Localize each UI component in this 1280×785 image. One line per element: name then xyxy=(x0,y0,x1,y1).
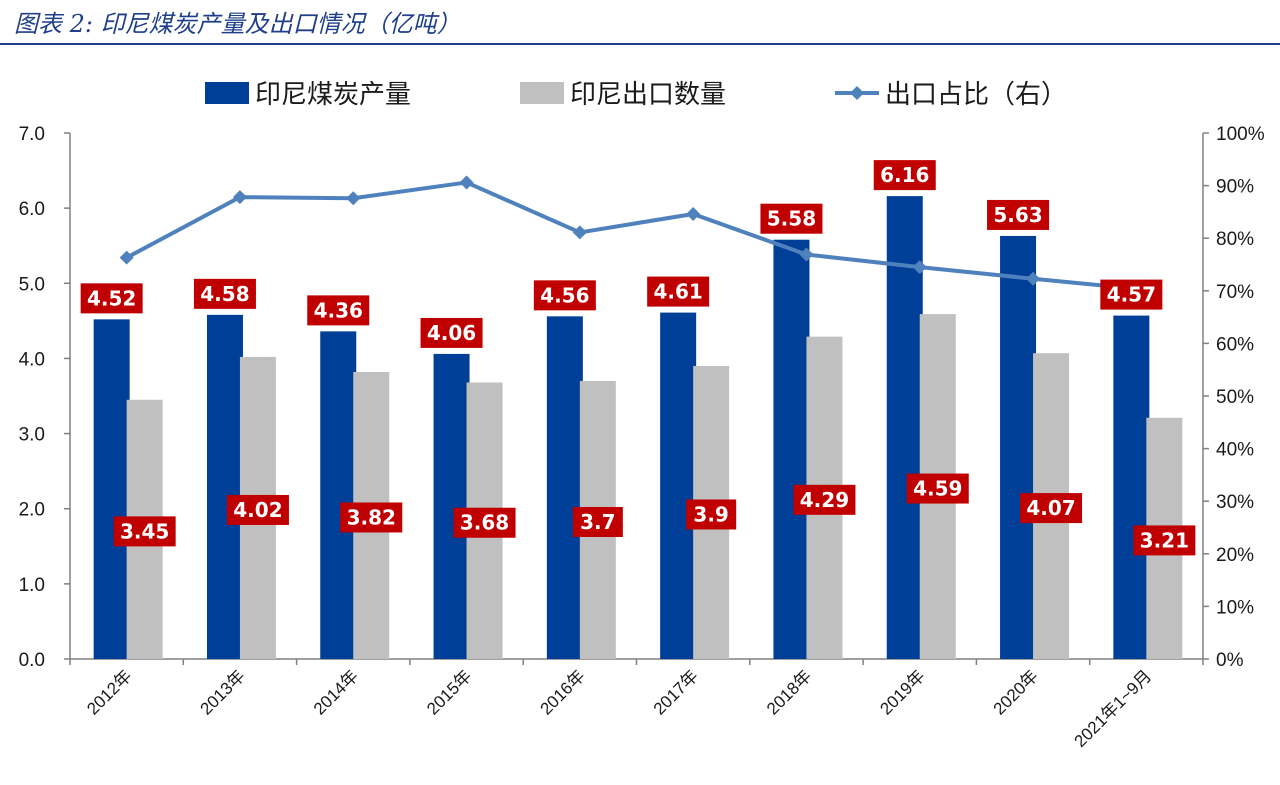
legend-label: 出口占比（右） xyxy=(885,80,1067,110)
figure-title-bar: 图表 2: 印尼煤炭产量及出口情况（亿吨） xyxy=(0,0,1280,46)
export-share-line xyxy=(125,180,1147,292)
x-tick-label: 2013年 xyxy=(197,666,249,718)
export-share-point xyxy=(686,207,701,222)
y-tick-label: 6.0 xyxy=(19,199,45,220)
export-data-label-box xyxy=(1020,493,1083,524)
production-data-label-box xyxy=(760,203,823,234)
y2-tick-label: 10% xyxy=(1216,597,1254,618)
x-tick-label: 2020年 xyxy=(990,666,1042,718)
production-data-label: 6.16 xyxy=(880,163,929,187)
legend-swatch xyxy=(205,82,249,104)
production-data-label: 5.58 xyxy=(767,207,816,231)
production-data-label-box xyxy=(307,295,370,326)
export-data-label-box xyxy=(113,516,176,547)
export-share-point xyxy=(799,247,814,262)
production-data-label-box xyxy=(80,283,143,314)
y-tick-label: 3.0 xyxy=(19,425,45,446)
y2-tick-label: 20% xyxy=(1216,545,1254,566)
production-data-label: 4.36 xyxy=(314,298,363,322)
production-bar xyxy=(93,319,130,659)
x-tick-label: 2015年 xyxy=(423,666,475,718)
y2-tick-label: 100% xyxy=(1216,124,1265,145)
title-underline xyxy=(0,43,1280,45)
y2-tick-label: 30% xyxy=(1216,492,1254,513)
x-tick-label: 2021年1~9月 xyxy=(1071,666,1156,751)
export-data-label-box xyxy=(340,502,403,533)
y2-tick-label: 0% xyxy=(1216,650,1244,671)
export-data-label: 4.07 xyxy=(1026,496,1075,520)
legend-label: 印尼出口数量 xyxy=(570,80,726,110)
export-data-label: 3.45 xyxy=(120,519,169,543)
y2-tick-label: 90% xyxy=(1216,177,1254,198)
x-tick-label: 2017年 xyxy=(650,666,702,718)
production-data-label-box xyxy=(987,199,1050,230)
production-data-label-box xyxy=(1100,279,1163,310)
production-bar xyxy=(546,316,583,659)
x-tick-label: 2012年 xyxy=(83,666,135,718)
x-tick-label: 2014年 xyxy=(310,666,362,718)
production-data-label-box xyxy=(193,278,256,309)
y-tick-label: 0.0 xyxy=(19,650,45,671)
y2-tick-label: 70% xyxy=(1216,282,1254,303)
legend-swatch xyxy=(520,82,564,104)
export-share-point xyxy=(572,225,587,240)
export-data-label-box xyxy=(906,473,969,504)
production-data-label: 5.63 xyxy=(993,203,1042,227)
y-tick-label: 1.0 xyxy=(19,575,45,596)
export-data-label: 4.59 xyxy=(913,477,962,501)
x-tick-label: 2018年 xyxy=(763,666,815,718)
y-tick-label: 5.0 xyxy=(19,274,45,295)
production-data-label-box xyxy=(647,276,710,307)
export-data-label: 3.9 xyxy=(693,502,728,526)
production-data-label: 4.61 xyxy=(653,280,702,304)
production-data-label-box xyxy=(873,160,936,191)
export-data-label-box xyxy=(453,507,516,538)
y2-tick-label: 50% xyxy=(1216,387,1254,408)
y2-tick-label: 60% xyxy=(1216,334,1254,355)
y-tick-label: 4.0 xyxy=(19,349,45,370)
production-bar xyxy=(206,314,243,659)
production-bar xyxy=(433,353,470,659)
production-data-label: 4.06 xyxy=(427,321,476,345)
y-tick-label: 7.0 xyxy=(19,124,45,145)
export-data-label: 3.21 xyxy=(1140,528,1189,552)
export-share-point xyxy=(1026,271,1041,286)
production-data-label: 4.58 xyxy=(200,282,249,306)
production-data-label-box xyxy=(420,317,483,348)
production-bar xyxy=(1000,235,1037,659)
production-data-label: 4.57 xyxy=(1107,283,1156,307)
production-bar xyxy=(773,239,810,659)
export-share-point xyxy=(459,175,474,190)
x-tick-label: 2016年 xyxy=(536,666,588,718)
production-data-label-box xyxy=(533,280,596,311)
export-share-point xyxy=(119,250,134,265)
production-bar xyxy=(320,331,357,659)
export-share-point xyxy=(346,191,361,206)
y-tick-label: 2.0 xyxy=(19,500,45,521)
production-bar xyxy=(1113,315,1150,659)
legend-label: 印尼煤炭产量 xyxy=(255,80,411,110)
export-data-label-box xyxy=(572,506,623,537)
export-data-label: 3.7 xyxy=(580,510,615,534)
production-bar xyxy=(886,196,923,659)
x-tick-label: 2019年 xyxy=(876,666,928,718)
export-data-label: 4.02 xyxy=(233,498,282,522)
export-data-label: 4.29 xyxy=(800,488,849,512)
export-data-label-box xyxy=(686,499,737,530)
production-data-label: 4.52 xyxy=(87,286,136,310)
export-data-label-box xyxy=(793,484,856,515)
export-share-point xyxy=(232,190,247,205)
production-data-label: 4.56 xyxy=(540,283,589,307)
export-data-label: 3.68 xyxy=(460,511,509,535)
figure-title: 图表 2: 印尼煤炭产量及出口情况（亿吨） xyxy=(14,10,461,38)
export-data-label-box xyxy=(226,494,289,525)
y2-tick-label: 80% xyxy=(1216,229,1254,250)
legend-marker xyxy=(850,86,864,100)
export-share-point xyxy=(912,260,927,275)
export-data-label-box xyxy=(1133,525,1196,556)
production-bar xyxy=(660,312,697,659)
export-data-label: 3.82 xyxy=(347,505,396,529)
y2-tick-label: 40% xyxy=(1216,440,1254,461)
